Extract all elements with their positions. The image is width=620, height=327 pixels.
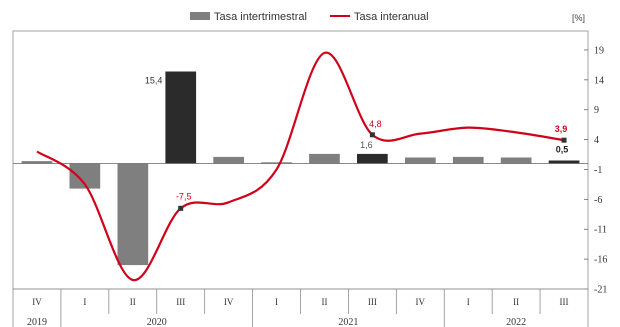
y-tick-label: -6 (594, 195, 602, 206)
year-label-2020: 2020 (147, 317, 167, 327)
bar-8 (405, 157, 436, 164)
quarter-label-11: III (560, 297, 569, 307)
bar-5 (261, 162, 292, 164)
data-label-0-7: 1,6 (360, 140, 373, 150)
y-tick-label: -21 (594, 285, 607, 296)
bar-0 (21, 161, 53, 164)
interanual-line (36, 51, 565, 282)
legend-swatch-intertrimestral (190, 12, 210, 20)
y-tick-label: -1 (594, 165, 602, 176)
quarter-label-10: II (513, 297, 519, 307)
data-label-1-3: -7,5 (176, 191, 192, 201)
bar-10 (500, 157, 532, 164)
year-label-2021: 2021 (338, 317, 358, 327)
year-label-2019: 2019 (27, 317, 47, 327)
y-tick-label: 4 (594, 135, 599, 146)
quarter-label-0: IV (32, 297, 42, 307)
quarter-label-3: III (176, 297, 185, 307)
legend: Tasa intertrimestral Tasa interanual (190, 11, 429, 23)
data-label-0-3: 15,4 (145, 76, 163, 86)
quarter-label-8: IV (416, 297, 426, 307)
quarter-label-4: IV (224, 297, 234, 307)
bar-2 (117, 163, 149, 266)
quarter-label-7: III (368, 297, 377, 307)
bars-layer (21, 71, 580, 266)
quarter-label-6: II (321, 297, 327, 307)
y-tick-label: 9 (594, 105, 599, 116)
year-label-2022: 2022 (506, 317, 526, 327)
bar-6 (309, 153, 340, 164)
y-tick-label: 19 (594, 45, 604, 56)
line-marker-11 (561, 137, 567, 143)
quarter-label-5: I (275, 297, 278, 307)
bar-3 (165, 71, 197, 164)
bar-4 (213, 156, 244, 164)
bar-11 (548, 160, 580, 164)
data-label-0-11: 0,5 (556, 145, 569, 155)
y-axis: 19 14 9 4 -1 -6 -11 -16 -21 (584, 45, 607, 296)
quarter-label-1: I (83, 297, 86, 307)
data-label-1-7: 4,8 (369, 119, 382, 129)
line-marker-7 (369, 132, 375, 138)
data-label-1-11: 3,9 (555, 124, 568, 134)
line-marker-3 (178, 205, 184, 211)
y-tick-label: -16 (594, 255, 607, 266)
unit-label: [%] (572, 13, 585, 23)
legend-label-intertrimestral: Tasa intertrimestral (214, 11, 307, 23)
bar-7 (357, 153, 388, 164)
quarter-label-9: I (467, 297, 470, 307)
markers-layer (178, 132, 567, 211)
annotations-layer: 15,4 -7,5 4,8 1,6 3,9 0,5 (145, 76, 568, 202)
quarter-label-2: II (130, 297, 136, 307)
y-tick-label: -11 (594, 225, 607, 236)
bar-9 (452, 156, 484, 164)
legend-label-interanual: Tasa interanual (354, 11, 429, 23)
y-tick-label: 14 (594, 75, 604, 86)
